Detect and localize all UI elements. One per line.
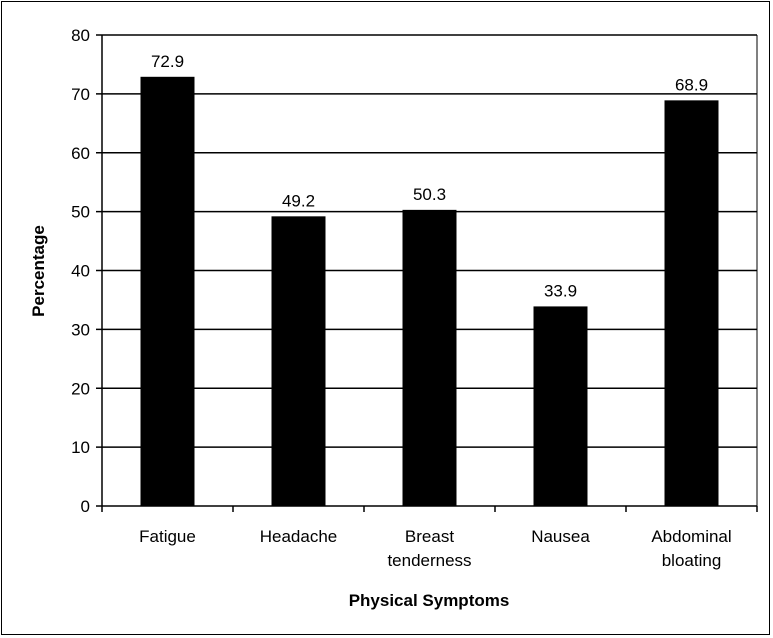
y-tick-label: 20	[71, 379, 90, 398]
y-tick-label: 80	[71, 26, 90, 45]
x-tick-label: Breast	[405, 527, 454, 546]
data-label: 68.9	[675, 75, 708, 94]
y-tick-label: 30	[71, 320, 90, 339]
bar	[402, 209, 457, 506]
labels: 0 10 20 30 40 50 60 70 80 72.9 Fatigue 49.2 Headache…	[71, 26, 732, 570]
data-label: 72.9	[151, 52, 184, 71]
bar	[271, 216, 326, 506]
y-axis-title: Percentage	[29, 225, 48, 317]
x-tick-label: Headache	[260, 527, 338, 546]
data-label: 50.3	[413, 185, 446, 204]
x-tick-label: bloating	[662, 551, 722, 570]
x-axis-title: Physical Symptoms	[349, 591, 510, 610]
y-tick-label: 50	[71, 203, 90, 222]
y-tick-label: 10	[71, 438, 90, 457]
gridlines	[102, 34, 757, 448]
y-tick-label: 70	[71, 85, 90, 104]
axes	[96, 34, 758, 512]
y-tick-label: 40	[71, 262, 90, 281]
x-tick-label: Fatigue	[139, 527, 196, 546]
x-tick-label: Abdominal	[651, 527, 731, 546]
bars	[140, 76, 719, 507]
data-label: 49.2	[282, 191, 315, 210]
data-label: 33.9	[544, 281, 577, 300]
bar	[140, 76, 195, 507]
bar	[664, 100, 719, 506]
bar	[533, 306, 588, 506]
y-tick-label: 0	[81, 497, 90, 516]
x-tick-label: Nausea	[531, 527, 590, 546]
x-tick-label: tenderness	[387, 551, 471, 570]
y-tick-label: 60	[71, 144, 90, 163]
